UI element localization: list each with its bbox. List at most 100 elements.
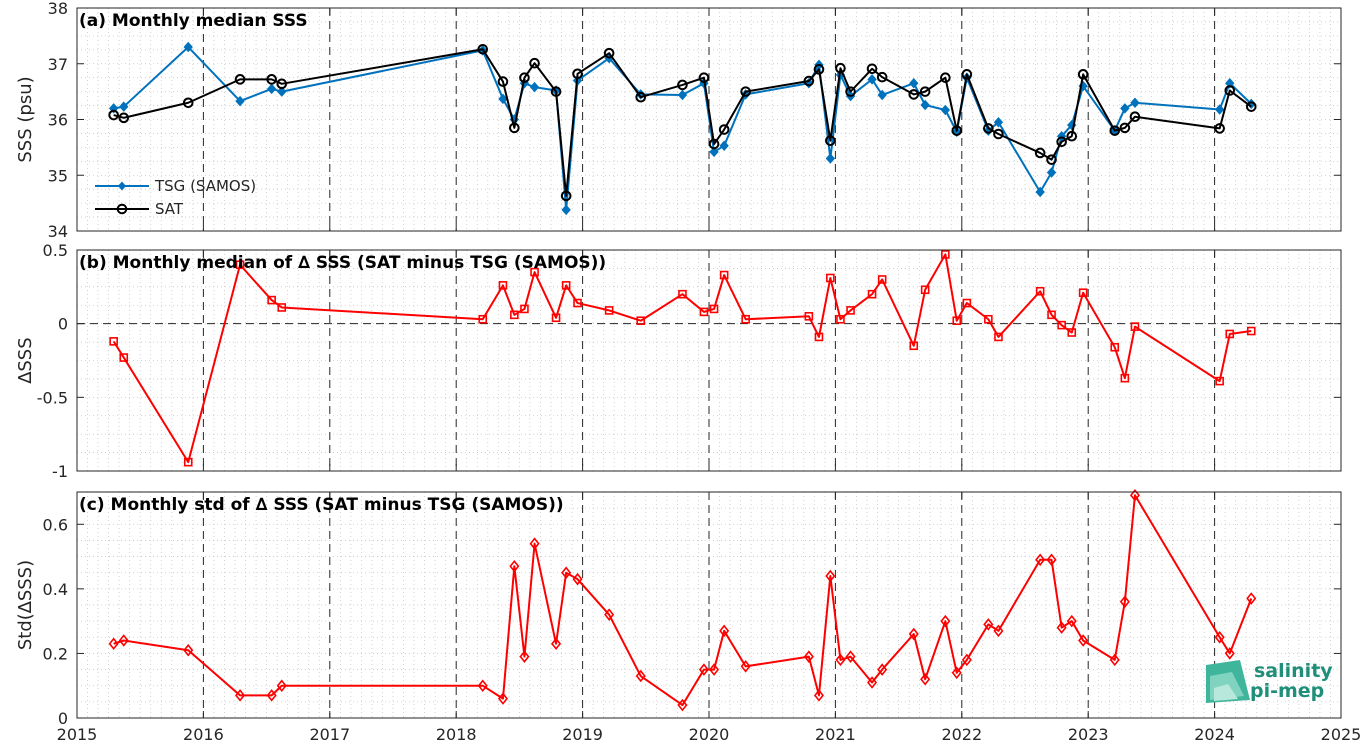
panel-b: -1 -0.5 0 0.5 ∆SSS (b) Monthly median of ∆ SS…	[15, 241, 1342, 481]
data-point	[877, 89, 887, 101]
data-point	[908, 89, 920, 100]
data-point	[1034, 147, 1046, 159]
series-sat	[108, 43, 1257, 202]
data-point	[994, 332, 1003, 342]
y-tick-label: 0.6	[43, 515, 68, 534]
legend-marker	[116, 203, 128, 215]
data-point	[813, 64, 825, 75]
data-point	[1214, 104, 1225, 115]
data-point	[182, 97, 194, 109]
data-point	[814, 332, 824, 342]
data-point	[708, 138, 720, 150]
data-point	[276, 78, 288, 90]
data-point	[572, 572, 583, 586]
data-point	[1066, 130, 1078, 142]
data-point	[940, 72, 951, 83]
data-point	[940, 614, 951, 628]
data-point	[952, 316, 962, 326]
data-point	[1224, 85, 1236, 96]
data-point	[1130, 97, 1140, 109]
data-point	[266, 689, 277, 702]
data-point	[497, 692, 508, 705]
data-point	[920, 285, 930, 295]
x-tick-label: 2024	[1194, 725, 1235, 744]
data-point	[993, 624, 1004, 638]
series-delta	[109, 250, 1256, 467]
data-point	[718, 124, 730, 135]
data-point	[235, 260, 245, 270]
data-point	[719, 624, 730, 638]
data-point	[1225, 78, 1235, 89]
x-tick-label: 2025	[1321, 725, 1362, 744]
legend-label: TSG (SAMOS)	[154, 177, 256, 195]
y-tick-label: -0.5	[37, 388, 68, 407]
data-point	[1246, 326, 1256, 336]
data-point	[876, 71, 888, 83]
data-point	[678, 289, 687, 299]
panel-c: 0 0.2 0.4 0.6 Std(∆SSS) (c) Monthly std of ∆ …	[15, 488, 1342, 728]
data-point	[235, 95, 245, 107]
data-point	[510, 310, 519, 320]
data-point	[825, 569, 836, 583]
data-point	[118, 112, 130, 124]
panel-title: (a) Monthly median SSS	[79, 11, 308, 31]
data-point	[719, 270, 729, 280]
data-point	[961, 69, 973, 80]
data-point	[603, 47, 615, 59]
legend-marker	[118, 181, 126, 191]
axes-box	[76, 7, 1342, 232]
data-point	[1119, 122, 1131, 134]
data-point	[962, 298, 972, 308]
data-point	[267, 295, 276, 305]
x-tick-label: 2018	[436, 725, 477, 744]
data-point	[919, 86, 931, 97]
data-point	[1056, 136, 1067, 148]
data-point	[573, 298, 582, 308]
data-point	[509, 559, 520, 573]
logo-text-pi-mep: pi-mep	[1250, 680, 1324, 702]
year-gridlines	[202, 250, 1216, 471]
data-point	[1047, 310, 1056, 320]
data-point	[1035, 553, 1046, 567]
data-point	[561, 281, 571, 290]
axes-box	[76, 249, 1342, 472]
axes-box	[76, 491, 1342, 719]
data-point	[825, 153, 836, 164]
data-point	[1129, 488, 1140, 502]
y-tick-label: 36	[48, 111, 68, 130]
data-point	[520, 304, 529, 314]
data-point	[636, 316, 646, 326]
data-point	[529, 537, 540, 550]
data-point	[498, 281, 508, 290]
data-point	[803, 75, 815, 87]
data-point	[677, 698, 688, 712]
data-point	[560, 190, 572, 202]
data-point	[1110, 342, 1120, 352]
data-point	[183, 41, 193, 53]
data-point	[846, 306, 855, 315]
year-gridlines	[202, 8, 1216, 231]
data-point	[276, 679, 287, 692]
data-point	[961, 653, 972, 667]
data-point	[836, 314, 845, 324]
data-point	[478, 314, 488, 324]
data-point	[119, 101, 129, 112]
data-point	[266, 83, 277, 95]
data-point	[119, 353, 129, 362]
data-point	[519, 72, 530, 83]
data-point	[698, 72, 710, 83]
data-point	[477, 43, 489, 55]
data-point	[604, 306, 614, 315]
data-point	[266, 74, 277, 85]
data-point	[867, 676, 878, 689]
data-point	[845, 650, 856, 663]
data-point	[908, 627, 919, 641]
data-point	[709, 304, 719, 314]
x-tick-label: 2017	[309, 725, 350, 744]
series-line	[113, 48, 1252, 197]
data-point	[551, 637, 562, 651]
data-point	[984, 314, 993, 324]
data-point	[572, 68, 583, 80]
series-tsg-samos	[108, 41, 1256, 216]
data-point	[1046, 553, 1057, 567]
